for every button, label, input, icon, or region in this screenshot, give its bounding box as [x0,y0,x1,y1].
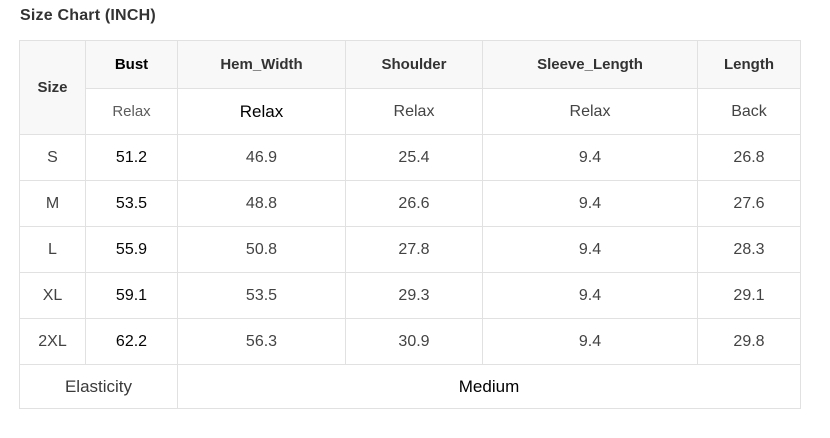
value-cell-shoulder: 25.4 [345,134,483,181]
value-cell-bust: 53.5 [85,180,178,227]
value-cell-sleeve: 9.4 [482,272,698,319]
value-cell-shoulder: 30.9 [345,318,483,365]
sub-header-sleeve-relax: Relax [482,88,698,135]
value-cell-shoulder: 27.8 [345,226,483,273]
value-cell-sleeve: 9.4 [482,180,698,227]
value-cell-bust: 55.9 [85,226,178,273]
value-cell-hem: 50.8 [177,226,346,273]
size-cell: 2XL [19,318,86,365]
size-cell: M [19,180,86,227]
value-cell-sleeve: 9.4 [482,134,698,181]
value-cell-bust: 62.2 [85,318,178,365]
value-cell-shoulder: 26.6 [345,180,483,227]
value-cell-length: 29.1 [697,272,801,319]
table-row-2xl: 2XL 62.2 56.3 30.9 9.4 29.8 [19,318,801,365]
header-cell-sleeve-length: Sleeve_Length [482,40,698,89]
sub-header-shoulder-relax: Relax [345,88,483,135]
size-cell: L [19,226,86,273]
sub-header-length-back: Back [697,88,801,135]
size-cell: XL [19,272,86,319]
value-cell-length: 26.8 [697,134,801,181]
corner-cell-size: Size [19,40,86,135]
value-cell-hem: 48.8 [177,180,346,227]
size-chart-table: Size Bust Hem_Width Shoulder Sleeve_Leng… [19,40,801,409]
header-row-sub: Relax Relax Relax Relax Back [20,88,801,135]
header-cell-length: Length [697,40,801,89]
value-cell-shoulder: 29.3 [345,272,483,319]
value-cell-length: 29.8 [697,318,801,365]
page-title: Size Chart (INCH) [20,7,156,24]
value-cell-hem: 46.9 [177,134,346,181]
table-row-xl: XL 59.1 53.5 29.3 9.4 29.1 [19,272,801,319]
header-cell-hem-width: Hem_Width [177,40,346,89]
value-cell-hem: 53.5 [177,272,346,319]
sub-header-bust-relax: Relax [85,88,178,135]
table-row-elasticity: Elasticity Medium [19,364,801,409]
value-cell-sleeve: 9.4 [482,226,698,273]
elasticity-label-cell: Elasticity [19,364,178,409]
value-cell-bust: 59.1 [85,272,178,319]
value-cell-hem: 56.3 [177,318,346,365]
header-cell-bust: Bust [85,40,178,89]
table-row-s: S 51.2 46.9 25.4 9.4 26.8 [19,134,801,181]
elasticity-value-cell: Medium [177,364,801,409]
value-cell-length: 27.6 [697,180,801,227]
sub-header-hem-relax: Relax [177,88,346,135]
table-row-l: L 55.9 50.8 27.8 9.4 28.3 [19,226,801,273]
value-cell-length: 28.3 [697,226,801,273]
table-row-m: M 53.5 48.8 26.6 9.4 27.6 [19,180,801,227]
header-row-main: Size Bust Hem_Width Shoulder Sleeve_Leng… [19,40,801,135]
header-cell-shoulder: Shoulder [345,40,483,89]
value-cell-sleeve: 9.4 [482,318,698,365]
value-cell-bust: 51.2 [85,134,178,181]
size-cell: S [19,134,86,181]
